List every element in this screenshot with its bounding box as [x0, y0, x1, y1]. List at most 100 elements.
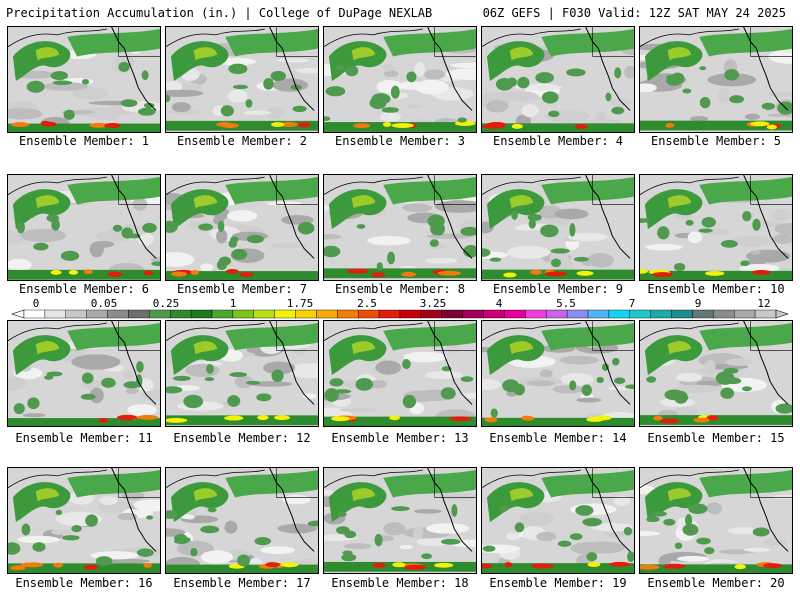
ensemble-panel-11 [7, 320, 161, 427]
colorbar-segment [608, 309, 630, 319]
precip-map [166, 175, 318, 280]
colorbar-segment [44, 309, 66, 319]
colorbar-segment [149, 309, 171, 319]
colorbar-tick-label: 12 [757, 297, 771, 310]
colorbar-segment [734, 309, 756, 319]
colorbar-tick-label: 0.05 [90, 297, 118, 310]
colorbar-tick-label: 4 [495, 297, 503, 310]
precip-map [640, 27, 792, 131]
ensemble-member-caption: Ensemble Member: 20 [647, 576, 785, 590]
colorbar-tick-label: 3.25 [419, 297, 447, 310]
ensemble-panel-17 [165, 467, 319, 574]
colorbar-segment [546, 309, 568, 319]
colorbar-tick-label: 5.5 [556, 297, 576, 310]
ensemble-panel-15 [639, 320, 793, 427]
colorbar-segment [754, 309, 777, 319]
ensemble-panel-16 [7, 467, 161, 574]
precip-map [482, 175, 634, 280]
precip-map [640, 175, 792, 280]
ensemble-member-caption: Ensemble Member: 6 [18, 282, 150, 296]
colorbar-segment [337, 309, 359, 319]
ensemble-member-caption: Ensemble Member: 13 [331, 431, 469, 445]
ensemble-member-caption: Ensemble Member: 14 [489, 431, 627, 445]
colorbar-segment [232, 309, 254, 319]
colorbar-segment [692, 309, 714, 319]
colorbar-segment [525, 309, 547, 319]
colorbar-left-arrow [11, 309, 25, 319]
precip-map [324, 321, 476, 426]
colorbar-segment [378, 309, 401, 319]
colorbar-segment [316, 309, 338, 319]
ensemble-member-caption: Ensemble Member: 4 [492, 134, 624, 148]
ensemble-member-caption: Ensemble Member: 9 [492, 282, 624, 296]
precip-map [166, 321, 318, 426]
title-left: Precipitation Accumulation (in.) | Colle… [6, 6, 433, 20]
colorbar-tick-label: 7 [628, 297, 636, 310]
ensemble-member-caption: Ensemble Member: 8 [334, 282, 466, 296]
ensemble-panel-3 [323, 26, 477, 133]
ensemble-member-caption: Ensemble Member: 5 [650, 134, 782, 148]
colorbar-segment [713, 309, 735, 319]
colorbar-tick-label: 1 [229, 297, 237, 310]
colorbar-segment [587, 309, 610, 319]
ensemble-panel-1 [7, 26, 161, 133]
colorbar [11, 309, 789, 319]
ensemble-member-caption: Ensemble Member: 11 [15, 431, 153, 445]
ensemble-panel-9 [481, 174, 635, 281]
colorbar-segment [295, 309, 317, 319]
colorbar-right-arrow [775, 309, 789, 319]
colorbar-segment [170, 309, 192, 319]
colorbar-segment [86, 309, 108, 319]
ensemble-member-caption: Ensemble Member: 15 [647, 431, 785, 445]
colorbar-segment [671, 309, 693, 319]
title-right: 06Z GEFS | F030 Valid: 12Z SAT MAY 24 20… [482, 6, 786, 20]
precip-map [166, 468, 318, 573]
ensemble-panel-14 [481, 320, 635, 427]
colorbar-segment [420, 309, 442, 319]
colorbar-segment [253, 309, 275, 319]
precip-map [8, 27, 160, 132]
ensemble-panel-7 [165, 174, 319, 281]
ensemble-panel-2 [165, 26, 319, 133]
colorbar-segment [211, 309, 234, 319]
colorbar-segment [566, 309, 589, 319]
ensemble-panel-6 [7, 174, 161, 281]
ensemble-panel-8 [323, 174, 477, 281]
colorbar-tick-label: 1.75 [286, 297, 314, 310]
precip-map [166, 27, 318, 131]
colorbar-segment [441, 309, 463, 319]
colorbar-segment [358, 309, 380, 319]
precip-map [324, 175, 476, 279]
precip-map [324, 468, 476, 572]
colorbar-segment [128, 309, 150, 319]
ensemble-member-caption: Ensemble Member: 3 [334, 134, 466, 148]
ensemble-member-caption: Ensemble Member: 16 [15, 576, 153, 590]
colorbar-segment [650, 309, 672, 319]
ensemble-member-caption: Ensemble Member: 1 [18, 134, 150, 148]
ensemble-member-caption: Ensemble Member: 7 [176, 282, 308, 296]
precip-map [640, 321, 792, 425]
colorbar-segment [107, 309, 129, 319]
ensemble-member-caption: Ensemble Member: 10 [647, 282, 785, 296]
colorbar-segment [504, 309, 526, 319]
precip-map [8, 321, 160, 426]
ensemble-member-caption: Ensemble Member: 12 [173, 431, 311, 445]
precip-map [8, 468, 160, 573]
colorbar-segment [65, 309, 87, 319]
colorbar-segment [483, 309, 505, 319]
colorbar-tick-label: 2.5 [357, 297, 377, 310]
precip-map [8, 175, 160, 280]
colorbar-segment [190, 309, 213, 319]
ensemble-panel-13 [323, 320, 477, 427]
colorbar-tick-label: 0.25 [152, 297, 180, 310]
ensemble-panel-18 [323, 467, 477, 574]
ensemble-panel-4 [481, 26, 635, 133]
colorbar-segment [23, 309, 46, 319]
precip-map [640, 468, 792, 573]
ensemble-panel-20 [639, 467, 793, 574]
ensemble-member-caption: Ensemble Member: 17 [173, 576, 311, 590]
precip-map [482, 321, 634, 426]
colorbar-tick-label: 9 [694, 297, 702, 310]
ensemble-member-caption: Ensemble Member: 18 [331, 576, 469, 590]
precip-map [482, 468, 634, 573]
